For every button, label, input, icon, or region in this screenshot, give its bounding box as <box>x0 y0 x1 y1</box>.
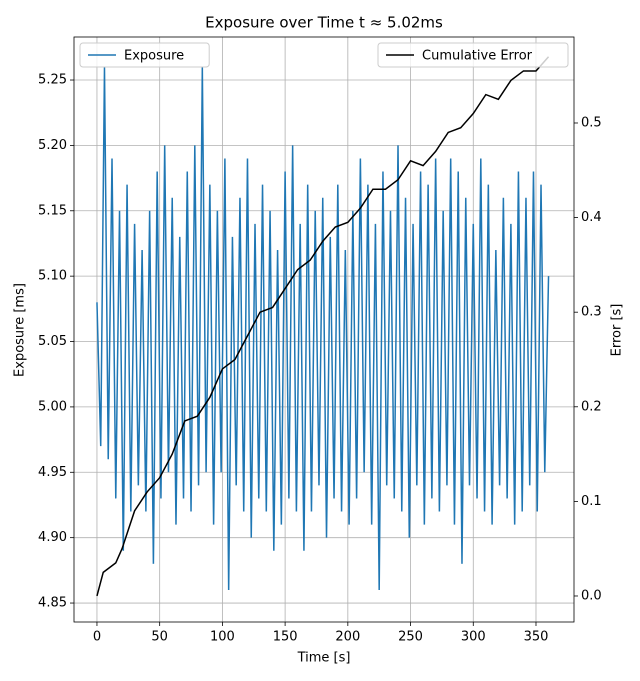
legend-label: Cumulative Error <box>422 49 533 64</box>
x-tick-label: 0 <box>93 630 101 645</box>
legend-label: Exposure <box>124 49 184 64</box>
y-tick-label: 5.20 <box>38 138 67 153</box>
x-tick-label: 300 <box>461 630 486 645</box>
x-tick-label: 150 <box>273 630 298 645</box>
x-tick-label: 100 <box>210 630 235 645</box>
y2-tick-label: 0.1 <box>581 494 602 509</box>
y-tick-label: 4.95 <box>38 465 67 480</box>
legend-box <box>377 42 569 68</box>
plot-frame <box>73 36 575 623</box>
y2-tick-label: 0.3 <box>581 305 602 320</box>
y-tick-label: 5.00 <box>38 399 67 414</box>
x-tick-label: 200 <box>335 630 360 645</box>
legend: Cumulative Error <box>377 42 569 68</box>
y-tick-label: 5.15 <box>38 203 67 218</box>
x-axis-label: Time [s] <box>297 651 351 666</box>
x-tick-label: 350 <box>524 630 549 645</box>
legend-box <box>79 42 210 68</box>
x-tick-label: 50 <box>151 630 168 645</box>
y2-tick-label: 0.0 <box>581 588 602 603</box>
y-tick-label: 4.90 <box>38 530 67 545</box>
y-tick-label: 5.10 <box>38 269 67 284</box>
x-tick-label: 250 <box>398 630 423 645</box>
y2-axis-label: Error [s] <box>610 304 625 357</box>
chart-title: Exposure over Time t ≈ 5.02ms <box>205 14 443 32</box>
y2-tick-label: 0.5 <box>581 115 602 130</box>
y-axis-label: Exposure [ms] <box>13 283 28 377</box>
legend: Exposure <box>79 42 210 68</box>
series-line <box>96 66 550 590</box>
series-line <box>96 56 550 597</box>
y2-tick-label: 0.2 <box>581 399 602 414</box>
y-tick-label: 5.05 <box>38 334 67 349</box>
y-tick-label: 4.85 <box>38 596 67 611</box>
y-tick-label: 5.25 <box>38 73 67 88</box>
y2-tick-label: 0.4 <box>581 210 602 225</box>
